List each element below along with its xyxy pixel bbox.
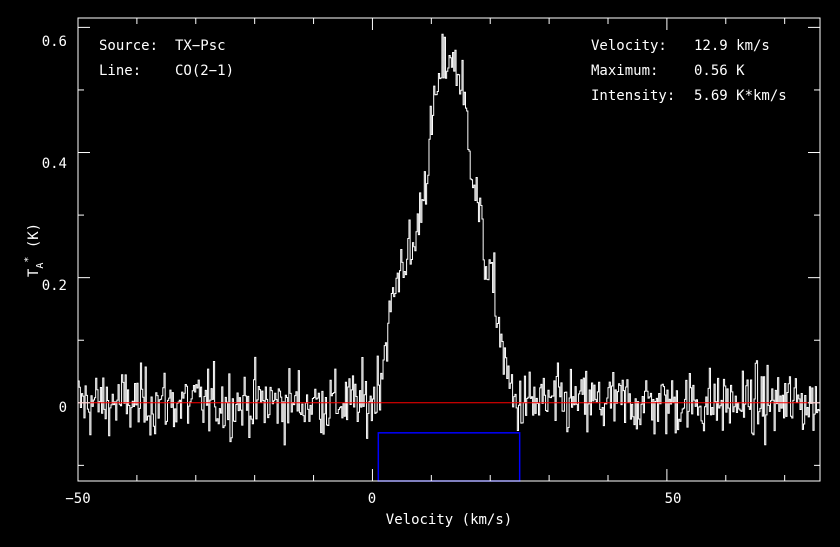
info-line-label: Line: bbox=[99, 63, 141, 79]
info-maximum-label: Maximum: bbox=[591, 63, 658, 79]
y-axis-label-main: T bbox=[26, 268, 42, 277]
x-tick-label: 50 bbox=[665, 491, 682, 507]
x-axis-label: Velocity (km/s) bbox=[386, 512, 512, 528]
info-velocity-label: Velocity: bbox=[591, 38, 667, 54]
y-tick-label: 0.6 bbox=[42, 34, 67, 50]
y-tick-label: 0 bbox=[59, 400, 67, 416]
spectrum-line bbox=[78, 33, 820, 446]
y-axis-label-sub: A bbox=[35, 263, 46, 269]
y-tick-label: 0.2 bbox=[42, 278, 67, 294]
info-maximum-value: 0.56 K bbox=[694, 63, 745, 79]
y-axis-label-unit: (K) bbox=[26, 223, 42, 257]
info-velocity-value: 12.9 km/s bbox=[694, 38, 770, 54]
y-axis-label-sup: * bbox=[23, 257, 34, 263]
info-intensity-value: 5.69 K*km/s bbox=[694, 88, 787, 104]
ticks-layer bbox=[77, 18, 820, 481]
x-tick-label: −50 bbox=[65, 491, 90, 507]
plot-frame bbox=[77, 17, 821, 482]
y-tick-label: 0.4 bbox=[42, 156, 67, 172]
spectrum-layer bbox=[78, 33, 820, 446]
info-line-value: CO(2−1) bbox=[175, 63, 234, 79]
info-source-value: TX−Psc bbox=[175, 38, 226, 54]
info-source-label: Source: bbox=[99, 38, 158, 54]
x-tick-label: 0 bbox=[368, 491, 376, 507]
info-intensity-label: Intensity: bbox=[591, 88, 675, 104]
y-axis-label: TA* (K) bbox=[23, 223, 46, 277]
